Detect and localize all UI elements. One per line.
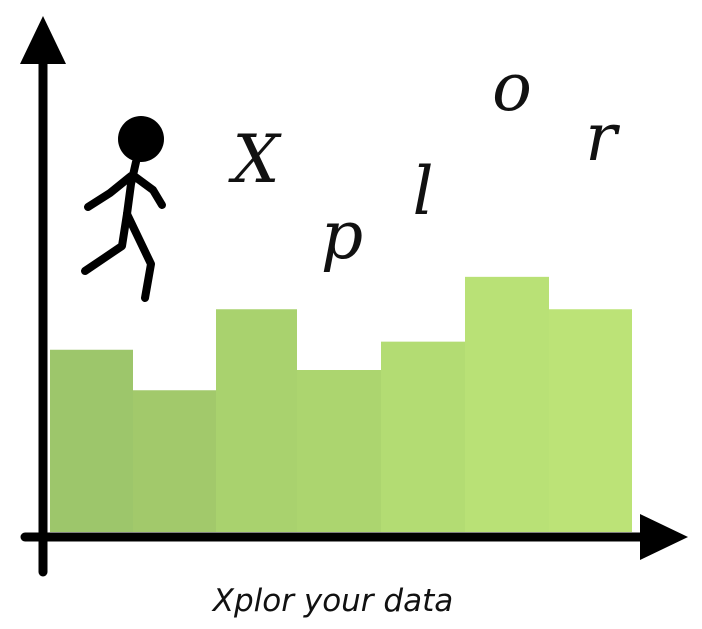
letter-x: X [228,121,283,198]
x-axis-arrow-icon [640,514,688,560]
y-axis-arrow-icon [20,16,66,64]
histogram-bar-7 [549,309,632,532]
letter-o: o [492,49,532,126]
tagline: Xplor your data [211,583,453,619]
histogram-bar-6 [465,276,549,532]
stick-figure-icon [81,116,166,302]
stick-figure-arm-right [130,172,166,209]
stick-figure-head [118,116,164,162]
histogram-bar-2 [133,390,216,532]
bar-letters: X p l o r [228,49,621,274]
axes [20,16,688,577]
stick-figure-leg-left [81,210,131,275]
histogram-bar-1 [50,349,133,532]
letter-r: r [585,99,620,176]
histogram-bar-5 [381,341,465,532]
stick-figure-arm-left [84,172,135,211]
stick-figure-torso [123,158,140,218]
stick-figure-leg-right [123,210,155,302]
letter-l: l [412,153,433,230]
histogram-bar-4 [297,370,381,532]
histogram-bar-3 [216,309,297,532]
letter-p: p [321,197,363,274]
histogram-bars [50,276,632,532]
